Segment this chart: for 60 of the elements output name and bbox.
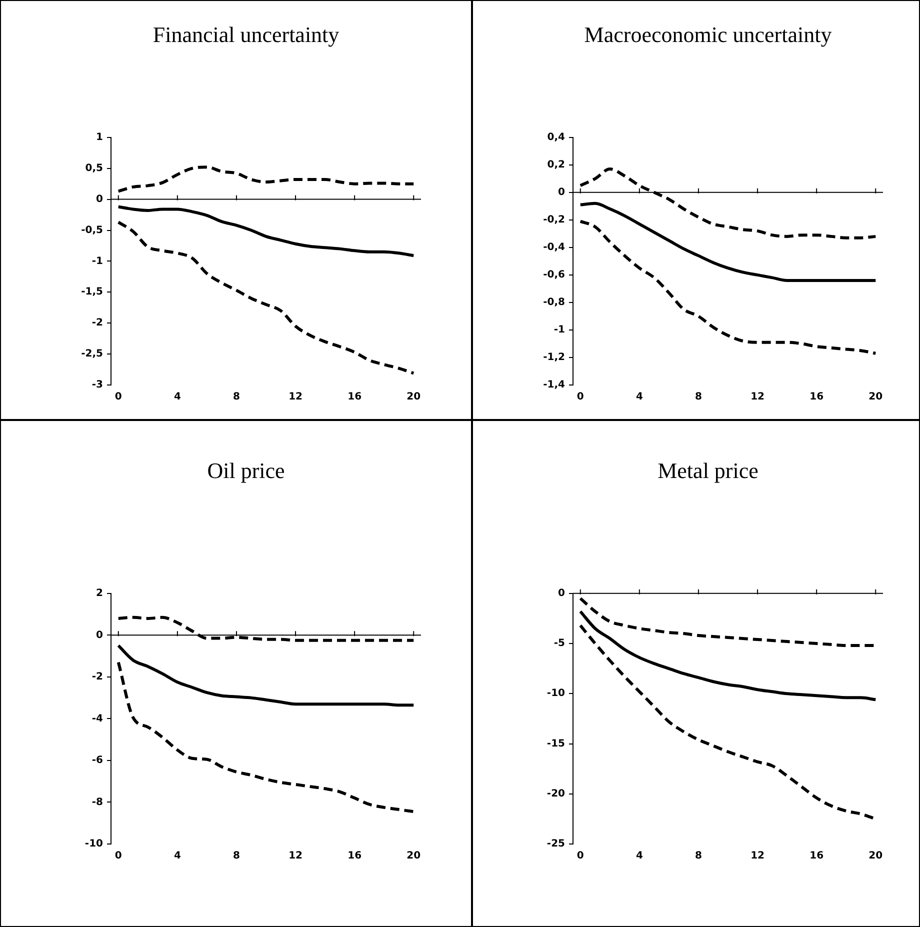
y-tick-label: -1,2: [543, 352, 566, 364]
x-tick-label: 12: [750, 850, 765, 862]
y-tick-label: -20: [546, 788, 566, 800]
y-tick-label: 0,5: [85, 162, 104, 174]
x-tick-label: 20: [406, 850, 421, 862]
x-tick-label: 12: [288, 392, 303, 403]
x-tick-label: 16: [810, 850, 824, 862]
x-tick-label: 4: [636, 392, 643, 403]
x-tick-label: 8: [694, 392, 702, 403]
x-tick-label: 8: [694, 850, 702, 862]
y-tick-label: -15: [546, 738, 566, 750]
x-tick-label: 16: [810, 392, 824, 403]
y-tick-label: -2,5: [81, 348, 104, 360]
x-tick-label: 20: [868, 392, 883, 403]
y-tick-label: -2: [92, 318, 104, 329]
y-tick-label: 0: [558, 588, 566, 599]
x-tick-label: 8: [232, 392, 240, 403]
y-tick-label: 1: [96, 132, 104, 143]
y-tick-label: -1: [554, 324, 566, 336]
y-tick-label: 0: [96, 630, 104, 641]
y-tick-label: 2: [96, 588, 104, 599]
y-tick-label: -6: [92, 755, 104, 766]
y-tick-label: -5: [554, 638, 566, 650]
y-tick-label: -0,4: [543, 242, 566, 254]
y-tick-label: 0,4: [547, 132, 566, 143]
y-tick-label: -0,6: [543, 270, 566, 281]
y-tick-label: 0,2: [547, 160, 566, 171]
x-tick-label: 16: [348, 850, 362, 862]
x-tick-label: 4: [636, 850, 643, 862]
y-tick-label: -1,4: [543, 380, 566, 391]
y-tick-label: 0: [558, 187, 566, 198]
y-tick-label: -10: [546, 688, 566, 700]
y-tick-label: -0,8: [543, 297, 566, 308]
x-tick-label: 16: [348, 392, 362, 403]
x-tick-label: 20: [868, 850, 883, 862]
x-tick-label: 4: [174, 392, 181, 403]
y-tick-label: -4: [92, 713, 104, 724]
y-tick-label: -1: [92, 256, 104, 267]
x-tick-label: 0: [114, 850, 122, 862]
x-tick-label: 0: [576, 850, 584, 862]
chart-title: Metal price: [658, 458, 758, 483]
chart-title: Macroeconomic uncertainty: [584, 22, 832, 47]
chart-title: Oil price: [207, 458, 285, 483]
chart-title: Financial uncertainty: [152, 22, 340, 47]
y-tick-label: -3: [92, 380, 104, 391]
y-tick-label: -1,5: [81, 286, 104, 298]
y-tick-label: -25: [546, 838, 566, 850]
x-tick-label: 4: [174, 850, 181, 862]
x-tick-label: 20: [406, 392, 421, 403]
y-tick-label: 0: [96, 194, 104, 205]
x-tick-label: 12: [288, 850, 303, 862]
x-tick-label: 0: [114, 392, 122, 403]
y-tick-label: -8: [92, 796, 104, 808]
y-tick-label: -0,2: [543, 214, 566, 226]
y-tick-label: -2: [92, 672, 104, 683]
y-tick-label: -0,5: [81, 224, 104, 236]
x-tick-label: 12: [750, 392, 765, 403]
x-tick-label: 8: [232, 850, 240, 862]
x-tick-label: 0: [576, 392, 584, 403]
y-tick-label: -10: [84, 838, 104, 850]
